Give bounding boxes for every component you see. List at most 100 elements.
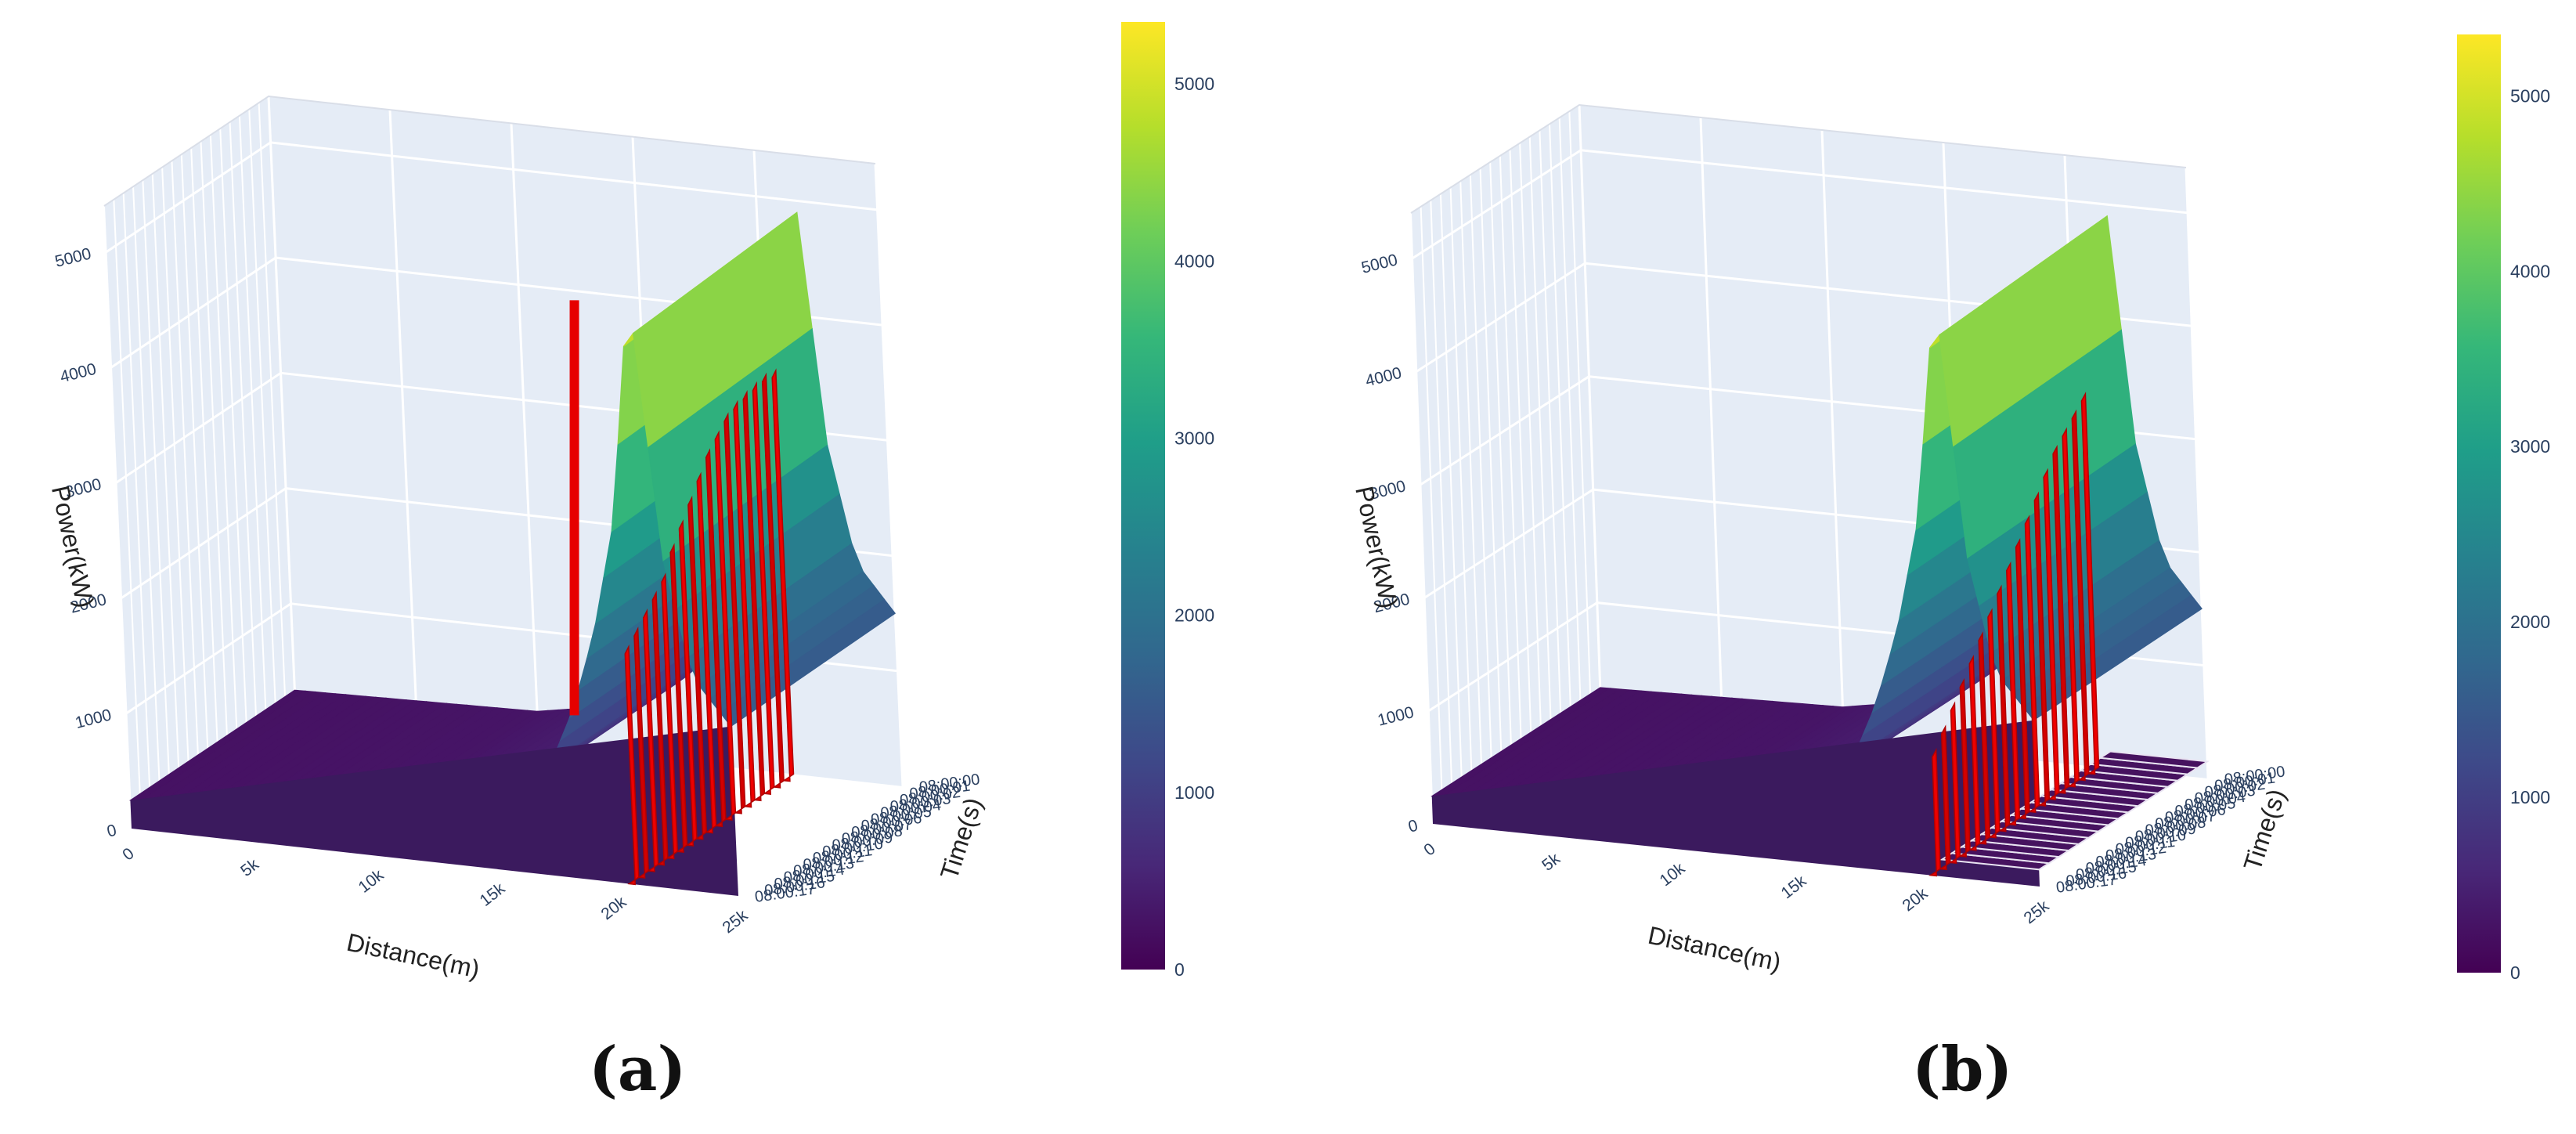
red-wall-segment	[752, 381, 775, 795]
z-tick-label: 4000	[1364, 364, 1404, 391]
x-tick-label: 20k	[598, 893, 630, 923]
red-wall-segment	[2062, 427, 2080, 788]
red-wall-segment	[2071, 409, 2090, 782]
time-gridline	[1549, 124, 1573, 735]
red-wall-segment	[1948, 701, 1961, 865]
surface	[1431, 215, 2203, 887]
z-axis-title: Power(kW)	[1350, 484, 1403, 611]
time-gridline	[171, 161, 200, 784]
colorbar-tick-label: 2000	[2510, 612, 2550, 632]
red-wall-segment	[642, 609, 659, 872]
red-wall	[1928, 392, 2100, 877]
red-wall-segment	[633, 627, 649, 879]
red-wall-segment	[651, 590, 669, 866]
time-gridline	[1519, 143, 1543, 754]
time-gridline	[1449, 187, 1474, 799]
x-tick-label: 25k	[720, 906, 752, 937]
colorbar-tick-label: 2000	[1174, 605, 1214, 626]
time-gridline	[1469, 175, 1493, 786]
red-wall-segment	[733, 399, 756, 808]
x-axis-title: Distance(m)	[1646, 921, 1784, 977]
time-gridline	[122, 193, 152, 816]
z-tick-label: 0	[1406, 817, 1420, 836]
time-gridline	[1568, 111, 1593, 723]
time-gridline	[1528, 136, 1553, 748]
time-gridline	[1479, 168, 1503, 780]
time-gridline	[190, 147, 220, 771]
x-gridline	[2185, 167, 2210, 779]
red-wall-segment	[687, 495, 708, 840]
time-gridline	[1439, 193, 1463, 805]
colorbar-bar	[2457, 34, 2501, 973]
z-tick-label: 1000	[74, 706, 114, 732]
colorbar-tick-label: 3000	[2510, 436, 2550, 457]
frame-top	[103, 95, 876, 207]
x-tick-label: 25k	[2021, 897, 2053, 927]
colorbar: 0 1000 2000 3000 4000 5000	[2457, 34, 2550, 983]
time-gridline	[1539, 130, 1563, 742]
time-gridline	[219, 128, 249, 752]
axis-frame	[1410, 103, 2187, 214]
red-wall-segment	[742, 390, 766, 802]
time-gridline	[258, 103, 287, 726]
red-wall-segment	[1997, 584, 2011, 832]
x-tick-label: 10k	[355, 865, 388, 896]
red-wall-segment	[678, 519, 698, 847]
x-axis-title: Distance(m)	[345, 928, 482, 984]
time-gridline	[1509, 149, 1533, 760]
colorbar: 0 1000 2000 3000 4000 5000	[1121, 22, 1214, 980]
red-wall-segment	[2006, 561, 2021, 826]
time-gridline	[238, 115, 268, 739]
time-gridline	[248, 109, 278, 732]
z-tick-label: 5000	[53, 244, 93, 271]
colorbar-ticks: 0 1000 2000 3000 4000 5000	[1174, 74, 1214, 980]
time-gridline	[268, 96, 297, 720]
colorbar-tick-label: 4000	[2510, 261, 2550, 281]
red-wall-segment	[761, 372, 785, 789]
red-wall-segment	[2052, 444, 2070, 794]
time-gridline	[200, 141, 229, 764]
z-tick-label: 0	[105, 822, 118, 841]
colorbar-tick-label: 0	[2510, 962, 2520, 983]
red-wall-segment	[1978, 631, 1991, 845]
red-wall-segment	[661, 572, 679, 860]
time-gridline	[151, 173, 181, 796]
time-gridline	[161, 167, 191, 790]
red-spike	[569, 300, 579, 716]
flat-band	[1939, 750, 2210, 871]
time-gridline	[229, 121, 258, 745]
colorbar-tick-label: 5000	[2510, 85, 2550, 106]
colorbar-ticks: 0 1000 2000 3000 4000 5000	[2510, 85, 2550, 983]
surface-front-edge	[1431, 720, 2040, 887]
colorbar-tick-label: 1000	[1174, 782, 1214, 803]
x-gridline	[388, 110, 419, 733]
x-tick-label: 0	[1420, 840, 1438, 859]
time-gridline	[113, 199, 143, 822]
x-tick-label: 0	[119, 844, 137, 864]
z-tick-label: 4000	[58, 360, 98, 387]
time-gridline	[142, 180, 171, 804]
z-tick-label: 5000	[1359, 251, 1399, 277]
time-gridline	[180, 154, 210, 778]
z-tick-label: 1000	[1376, 703, 1416, 730]
time-gridline	[1430, 200, 1454, 811]
time-gridline	[1459, 181, 1484, 793]
red-wall-segment	[696, 471, 717, 834]
red-wall-segment	[624, 644, 640, 886]
flat-band-strip	[2098, 750, 2210, 769]
time-gridline	[1499, 155, 1523, 767]
colorbar-bar	[1121, 22, 1165, 970]
x-gridline	[1820, 129, 1845, 742]
surface-plot-a: 0 1000 2000 3000 4000 5000 0 5k 10k 15k 20k 25k08:0…	[46, 22, 1214, 984]
red-wall-segment	[2015, 538, 2030, 820]
time-gridline	[209, 135, 239, 758]
x-tick-label: 5k	[237, 855, 262, 880]
time-gridline	[132, 186, 162, 810]
time-gridline	[1420, 206, 1444, 818]
time-gridline	[1489, 162, 1513, 774]
gridlines	[1410, 104, 2210, 825]
red-wall-segment	[2024, 515, 2040, 814]
colorbar-tick-label: 1000	[2510, 787, 2550, 807]
red-wall-segment	[714, 430, 737, 821]
